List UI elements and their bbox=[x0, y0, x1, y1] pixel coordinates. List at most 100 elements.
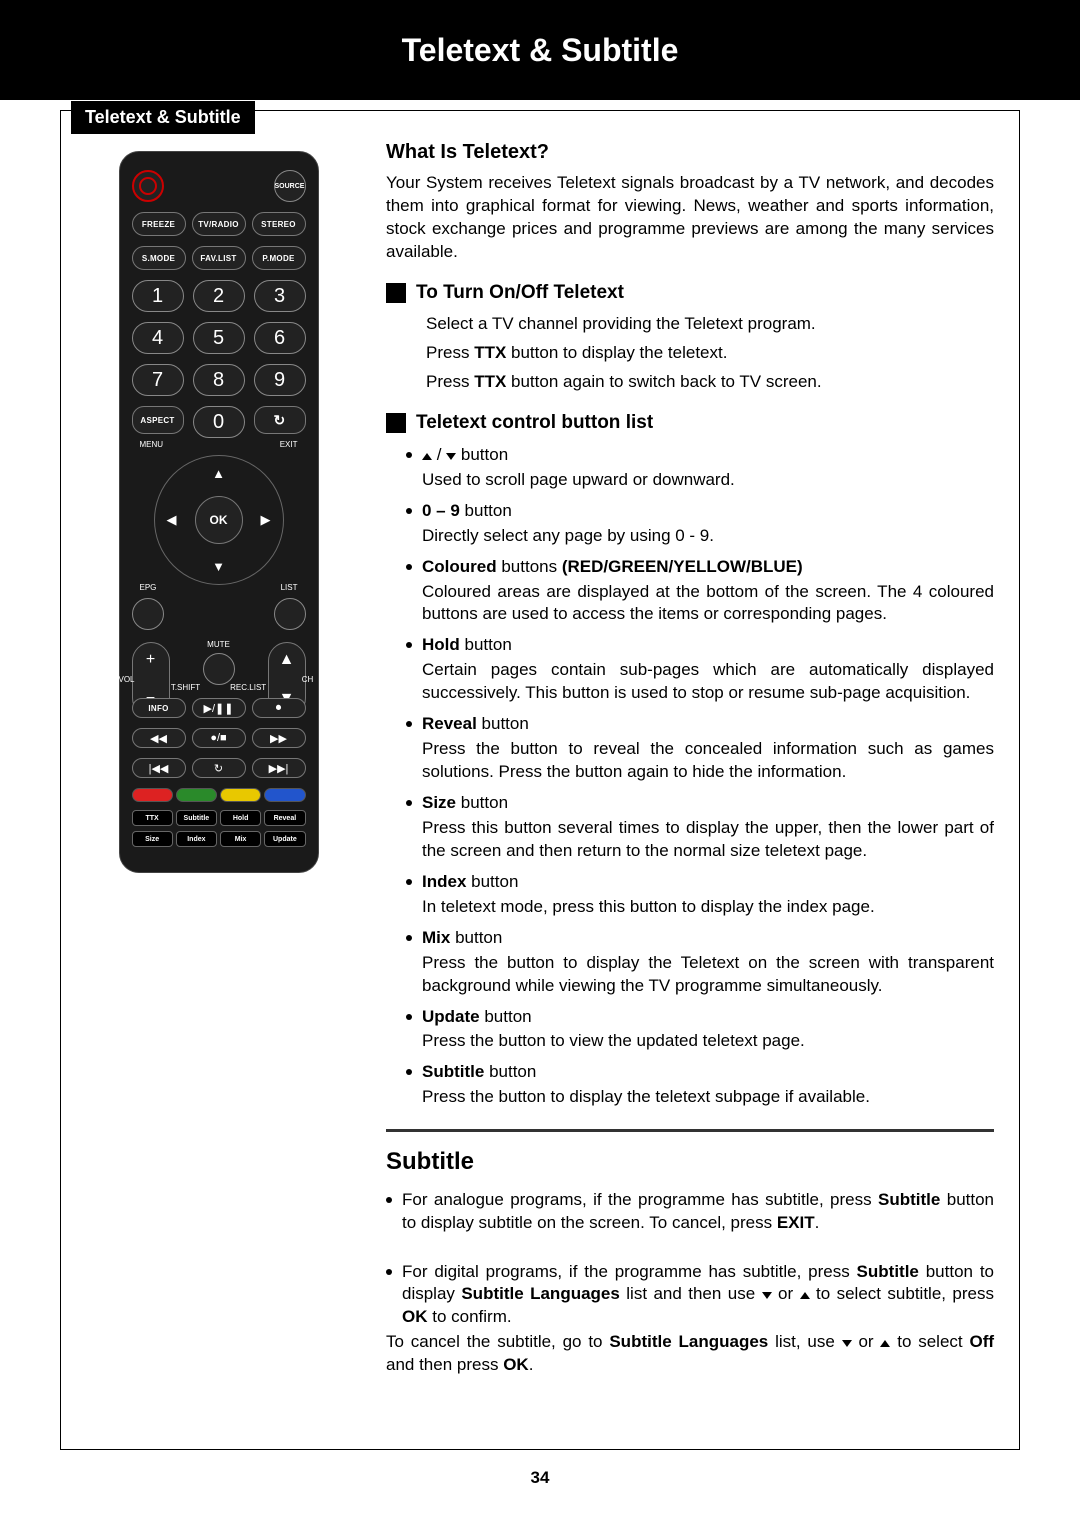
index-button[interactable]: Index bbox=[176, 831, 217, 847]
dpad-right[interactable]: ▶ bbox=[261, 512, 271, 528]
bullet-subtitle: Subtitle button bbox=[406, 1061, 994, 1084]
num-2[interactable]: 2 bbox=[193, 280, 245, 312]
up-icon bbox=[800, 1292, 810, 1299]
turn-block: Select a TV channel providing the Telete… bbox=[386, 313, 994, 394]
bullet-icon bbox=[406, 642, 412, 648]
size-desc: Press this button several times to displ… bbox=[422, 817, 994, 863]
reveal-desc: Press the button to reveal the concealed… bbox=[422, 738, 994, 784]
epg-button[interactable] bbox=[132, 598, 164, 630]
turn-heading: To Turn On/Off Teletext bbox=[416, 280, 624, 306]
size-button[interactable]: Size bbox=[132, 831, 173, 847]
ttx-button[interactable]: TTX bbox=[132, 810, 173, 826]
update-button[interactable]: Update bbox=[264, 831, 305, 847]
dpad-up[interactable]: ▲ bbox=[212, 466, 225, 481]
page-body: Teletext & Subtitle SOURCE FREEZE TV/RAD… bbox=[0, 100, 1080, 1508]
bullet-size: Size button bbox=[406, 792, 994, 815]
turn-l2: Press TTX button to display the teletext… bbox=[426, 342, 994, 365]
subtitle-p3: To cancel the subtitle, go to Subtitle L… bbox=[386, 1331, 994, 1377]
vol-label: VOL bbox=[118, 675, 134, 684]
blue-button[interactable] bbox=[264, 788, 305, 802]
subtitle-button[interactable]: Subtitle bbox=[176, 810, 217, 826]
pmode-button[interactable]: P.MODE bbox=[252, 246, 306, 270]
bullet-scroll: / button bbox=[406, 444, 994, 467]
hold-button[interactable]: Hold bbox=[220, 810, 261, 826]
record-button[interactable]: ⏺ bbox=[252, 698, 306, 718]
yellow-button[interactable] bbox=[220, 788, 261, 802]
bullet-icon bbox=[406, 935, 412, 941]
epg-label: EPG bbox=[140, 583, 157, 592]
bullet-icon bbox=[406, 564, 412, 570]
freeze-button[interactable]: FREEZE bbox=[132, 212, 186, 236]
red-button[interactable] bbox=[132, 788, 173, 802]
subtitle-p1: For analogue programs, if the programme … bbox=[386, 1189, 994, 1235]
turn-l1: Select a TV channel providing the Telete… bbox=[426, 313, 994, 336]
ok-button[interactable]: OK bbox=[195, 496, 243, 544]
list-heading: Teletext control button list bbox=[416, 410, 653, 436]
mix-button[interactable]: Mix bbox=[220, 831, 261, 847]
tvradio-button[interactable]: TV/RADIO bbox=[192, 212, 246, 236]
turn-heading-row: To Turn On/Off Teletext bbox=[386, 280, 994, 306]
repeat-button[interactable]: ↻ bbox=[192, 758, 246, 778]
what-para: Your System receives Teletext signals br… bbox=[386, 172, 994, 264]
dpad-down[interactable]: ▼ bbox=[212, 559, 225, 574]
up-icon bbox=[880, 1340, 890, 1347]
square-icon bbox=[386, 413, 406, 433]
coloured-desc: Coloured areas are displayed at the bott… bbox=[422, 581, 994, 627]
dpad: ▲ ▼ ◀ ▶ OK bbox=[154, 455, 284, 585]
tshift-label: T.SHIFT bbox=[171, 683, 200, 692]
power-button[interactable] bbox=[132, 170, 164, 202]
scroll-desc: Used to scroll page upward or downward. bbox=[422, 469, 994, 492]
rewind-button[interactable]: ◀◀ bbox=[132, 728, 186, 748]
turn-l3: Press TTX button again to switch back to… bbox=[426, 371, 994, 394]
down-icon bbox=[446, 453, 456, 460]
content-frame: Teletext & Subtitle SOURCE FREEZE TV/RAD… bbox=[60, 110, 1020, 1450]
bullet-hold: Hold button bbox=[406, 634, 994, 657]
reclist-label: REC.LIST bbox=[230, 683, 266, 692]
num-3[interactable]: 3 bbox=[254, 280, 306, 312]
prev-button[interactable]: |◀◀ bbox=[132, 758, 186, 778]
stop-button[interactable]: ●/■ bbox=[192, 728, 246, 748]
list-button[interactable] bbox=[274, 598, 306, 630]
bullet-icon bbox=[386, 1269, 392, 1275]
mute-label: MUTE bbox=[207, 640, 230, 649]
num-4[interactable]: 4 bbox=[132, 322, 184, 354]
dpad-left[interactable]: ◀ bbox=[167, 512, 177, 528]
num-7[interactable]: 7 bbox=[132, 364, 184, 396]
remote-column: SOURCE FREEZE TV/RADIO STEREO S.MODE FAV… bbox=[61, 111, 371, 1449]
down-icon bbox=[842, 1340, 852, 1347]
num-9[interactable]: 9 bbox=[254, 364, 306, 396]
divider bbox=[386, 1129, 994, 1132]
text-column: What Is Teletext? Your System receives T… bbox=[371, 111, 1019, 1449]
bullet-icon bbox=[406, 1014, 412, 1020]
hold-desc: Certain pages contain sub-pages which ar… bbox=[422, 659, 994, 705]
stereo-button[interactable]: STEREO bbox=[252, 212, 306, 236]
green-button[interactable] bbox=[176, 788, 217, 802]
num-0[interactable]: 0 bbox=[193, 406, 245, 438]
square-icon bbox=[386, 283, 406, 303]
mute-button[interactable] bbox=[203, 653, 235, 685]
num-5[interactable]: 5 bbox=[193, 322, 245, 354]
playpause-button[interactable]: ▶/❚❚ bbox=[192, 698, 246, 718]
source-button[interactable]: SOURCE bbox=[274, 170, 306, 202]
num-1[interactable]: 1 bbox=[132, 280, 184, 312]
update-desc: Press the button to view the updated tel… bbox=[422, 1030, 994, 1053]
info-button[interactable]: INFO bbox=[132, 698, 186, 718]
smode-button[interactable]: S.MODE bbox=[132, 246, 186, 270]
bullet-update: Update button bbox=[406, 1006, 994, 1029]
reveal-button[interactable]: Reveal bbox=[264, 810, 305, 826]
bullet-icon bbox=[406, 721, 412, 727]
forward-button[interactable]: ▶▶ bbox=[252, 728, 306, 748]
page-header: Teletext & Subtitle bbox=[0, 0, 1080, 100]
list-heading-row: Teletext control button list bbox=[386, 410, 994, 436]
return-button[interactable]: ↻ bbox=[254, 406, 306, 434]
next-button[interactable]: ▶▶| bbox=[252, 758, 306, 778]
bullet-coloured: Coloured buttons (RED/GREEN/YELLOW/BLUE) bbox=[406, 556, 994, 579]
num-8[interactable]: 8 bbox=[193, 364, 245, 396]
ch-label: CH bbox=[302, 675, 314, 684]
bullet-mix: Mix button bbox=[406, 927, 994, 950]
bullet-icon bbox=[406, 452, 412, 458]
aspect-button[interactable]: ASPECT bbox=[132, 406, 184, 434]
remote-control: SOURCE FREEZE TV/RADIO STEREO S.MODE FAV… bbox=[119, 151, 319, 873]
favlist-button[interactable]: FAV.LIST bbox=[192, 246, 246, 270]
num-6[interactable]: 6 bbox=[254, 322, 306, 354]
